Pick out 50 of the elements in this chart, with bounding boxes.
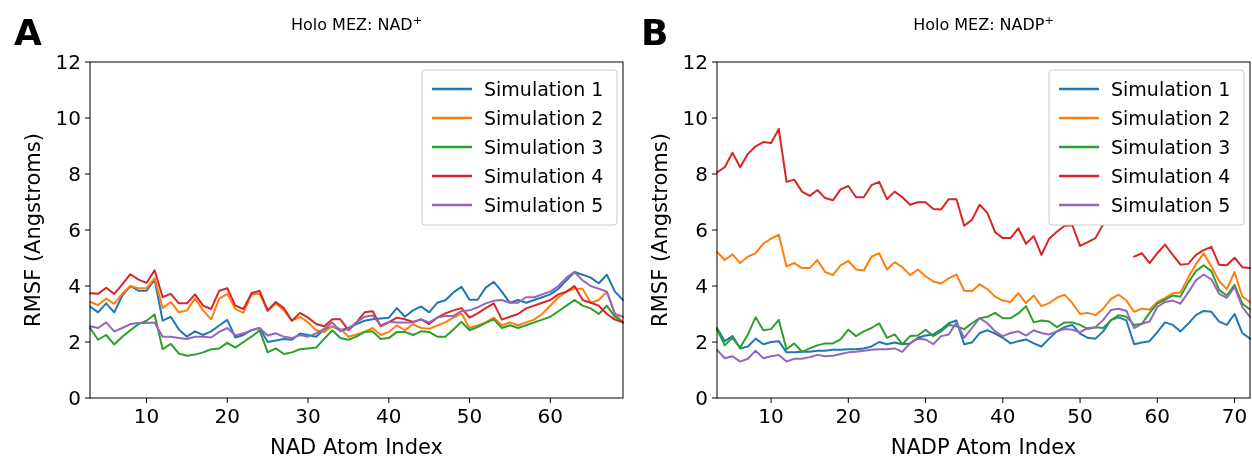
line-series (716, 309, 1251, 354)
x-tick-label: 30 (295, 404, 321, 428)
y-tick-label: 6 (68, 218, 81, 242)
y-tick-label: 4 (68, 274, 81, 298)
chart-title: Holo MEZ: NADP$^{+}$ (913, 13, 1054, 34)
legend-label: Simulation 1 (1111, 78, 1231, 100)
legend-label: Simulation 4 (1111, 165, 1231, 187)
line-series (89, 299, 624, 357)
y-tick-label: 12 (682, 50, 708, 74)
line-series (716, 264, 1251, 353)
x-tick-label: 70 (1221, 404, 1248, 428)
x-tick-label: 40 (376, 404, 402, 428)
x-tick-label: 10 (133, 404, 160, 428)
y-tick-label: 0 (68, 386, 81, 410)
x-tick-label: 10 (758, 404, 784, 428)
y-tick-label: 6 (695, 218, 708, 242)
y-tick-label: 4 (695, 274, 708, 298)
y-tick-label: 2 (68, 330, 81, 354)
legend-label: Simulation 5 (484, 194, 604, 216)
x-tick-label: 50 (1067, 404, 1093, 428)
y-tick-label: 8 (695, 162, 708, 186)
x-tick-label: 50 (456, 404, 483, 428)
y-tick-label: 2 (695, 330, 708, 354)
y-tick-label: 0 (695, 386, 708, 410)
y-axis-title: RMSF (Angstroms) (648, 133, 672, 327)
legend-label: Simulation 3 (1111, 136, 1231, 158)
legend-label: Simulation 4 (484, 165, 604, 187)
line-series (716, 233, 1251, 317)
legend-label: Simulation 2 (484, 107, 604, 129)
legend-label: Simulation 5 (1111, 194, 1231, 216)
x-tick-label: 60 (537, 404, 564, 428)
text: A (14, 12, 42, 53)
line-series (716, 273, 1251, 363)
y-tick-label: 10 (682, 106, 708, 130)
x-tick-label: 20 (835, 404, 862, 428)
x-tick-label: 30 (912, 404, 939, 428)
y-tick-label: 10 (55, 106, 81, 130)
legend-label: Simulation 2 (1111, 107, 1231, 129)
y-tick-label: 12 (55, 50, 81, 74)
x-axis-title: NAD Atom Index (270, 435, 443, 459)
x-tick-label: 40 (990, 404, 1016, 428)
text: B (641, 12, 669, 53)
legend-label: Simulation 1 (484, 78, 604, 100)
y-tick-label: 8 (68, 162, 81, 186)
x-tick-label: 60 (1144, 404, 1171, 428)
x-tick-label: 20 (214, 404, 241, 428)
legend-label: Simulation 3 (484, 136, 604, 158)
chart-title: Holo MEZ: NAD$^{+}$ (290, 13, 423, 34)
x-axis-title: NADP Atom Index (890, 435, 1077, 459)
y-axis-title: RMSF (Angstroms) (21, 133, 45, 327)
